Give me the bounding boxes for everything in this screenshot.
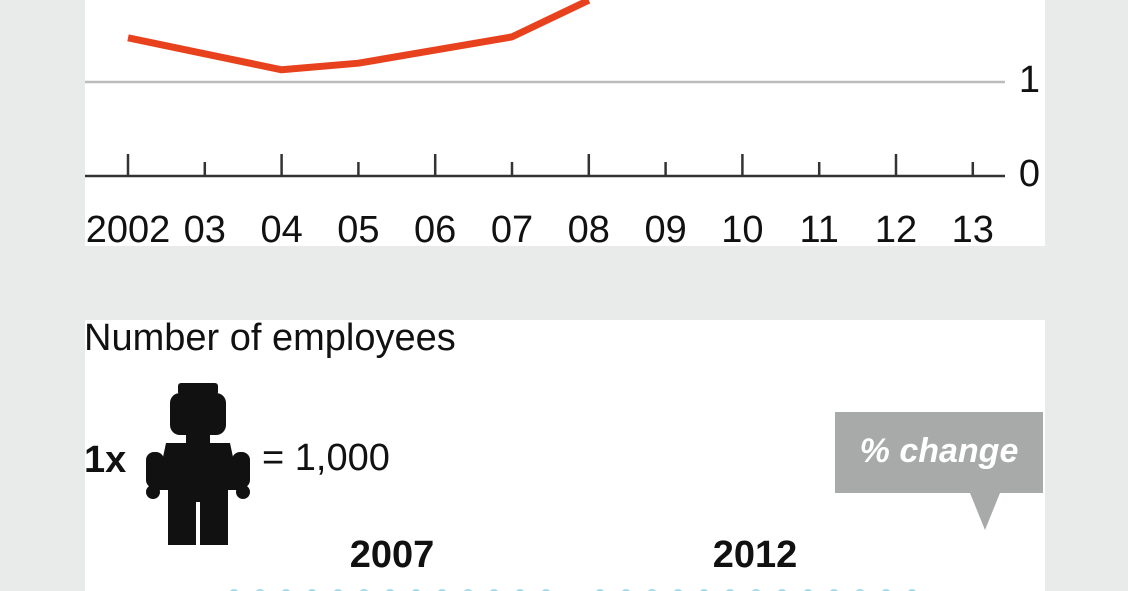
line-chart: 01220020304050607080910111213 bbox=[85, 0, 1040, 251]
data-line bbox=[127, 0, 591, 74]
unit-value: = 1,000 bbox=[262, 437, 390, 479]
column-header: 2007 bbox=[350, 534, 435, 576]
x-tick-label: 09 bbox=[644, 209, 686, 251]
x-tick-label: 08 bbox=[568, 209, 610, 251]
column-header: 2012 bbox=[713, 534, 798, 576]
y-tick-label: 0 bbox=[1019, 153, 1040, 195]
callout-text: % change bbox=[860, 432, 1019, 470]
callout-box bbox=[835, 412, 1043, 530]
chart-panel bbox=[85, 0, 1045, 246]
x-tick-label: 07 bbox=[491, 209, 533, 251]
panel-title: Number of employees bbox=[84, 317, 456, 359]
x-tick-label: 12 bbox=[875, 209, 917, 251]
figure-icon bbox=[146, 383, 250, 545]
unit-prefix: 1x bbox=[84, 439, 126, 481]
x-tick-label: 2002 bbox=[86, 209, 171, 251]
x-tick-label: 04 bbox=[260, 209, 302, 251]
x-tick-label: 11 bbox=[799, 209, 838, 251]
x-tick-label: 10 bbox=[721, 209, 763, 251]
y-tick-label: 1 bbox=[1019, 59, 1040, 101]
x-tick-label: 06 bbox=[414, 209, 456, 251]
x-tick-label: 03 bbox=[184, 209, 226, 251]
y-tick-label: 2 bbox=[1019, 0, 1040, 7]
x-tick-label: 05 bbox=[337, 209, 379, 251]
x-tick-label: 13 bbox=[952, 209, 994, 251]
